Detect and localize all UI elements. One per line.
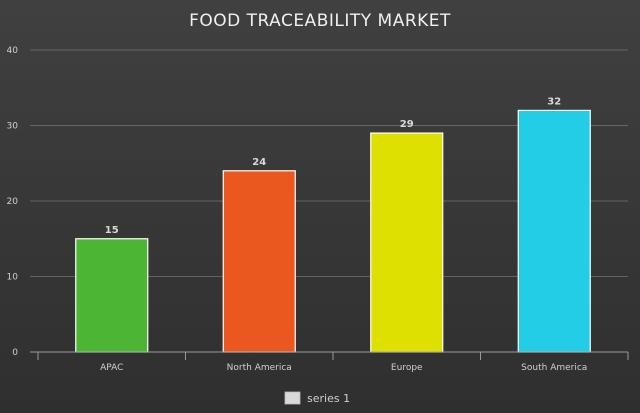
- x-category-label: Europe: [391, 363, 423, 373]
- data-label: 29: [400, 119, 414, 130]
- legend[interactable]: series 1: [284, 391, 350, 405]
- y-tick-label: 40: [7, 46, 19, 56]
- bar-south-america[interactable]: [517, 109, 591, 353]
- bar-europe[interactable]: [370, 132, 444, 353]
- bar-north-america[interactable]: [222, 170, 296, 353]
- bar-apac[interactable]: [75, 238, 149, 353]
- x-category-label: North America: [227, 363, 292, 373]
- y-tick-label: 10: [7, 273, 19, 283]
- y-tick-label: 0: [12, 348, 18, 358]
- data-label: 15: [105, 225, 119, 236]
- bars: 15 24 29 32: [75, 96, 591, 353]
- y-tick-label: 30: [7, 122, 19, 132]
- data-label: 32: [547, 96, 561, 107]
- x-category-label: APAC: [100, 363, 123, 373]
- legend-label: series 1: [307, 392, 350, 405]
- y-axis-ticks: 0 10 20 30 40: [7, 46, 19, 358]
- x-category-label: South America: [521, 363, 587, 373]
- data-label: 24: [252, 157, 266, 168]
- y-tick-label: 20: [7, 197, 19, 207]
- legend-swatch: [284, 391, 301, 405]
- x-axis: APAC North America Europe South America: [30, 351, 629, 373]
- chart-title: FOOD TRACEABILITY MARKET: [189, 11, 451, 31]
